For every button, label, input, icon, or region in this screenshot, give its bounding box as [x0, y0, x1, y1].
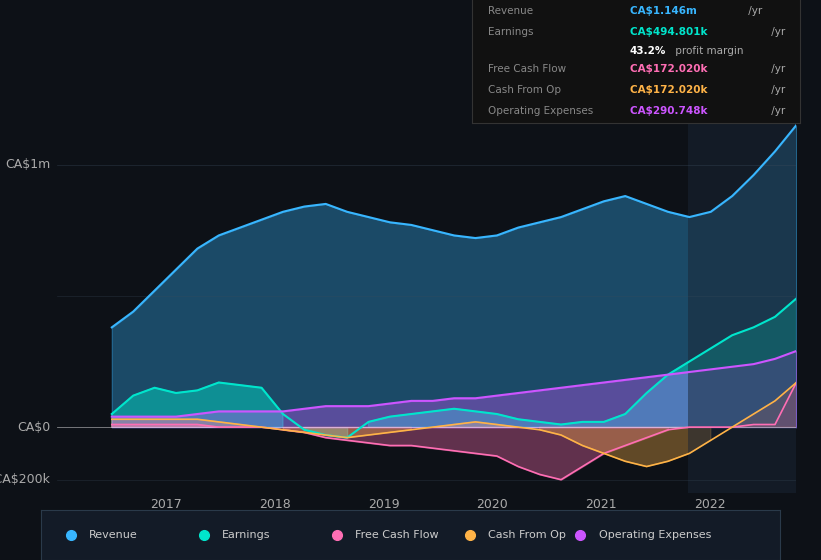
Text: 43.2%: 43.2% [630, 45, 666, 55]
Text: Revenue: Revenue [488, 6, 534, 16]
Text: Free Cash Flow: Free Cash Flow [355, 530, 438, 540]
Text: CA$172.020k: CA$172.020k [630, 85, 711, 95]
Text: Operating Expenses: Operating Expenses [599, 530, 711, 540]
Text: CA$494.801k: CA$494.801k [630, 27, 711, 38]
Text: Revenue: Revenue [89, 530, 138, 540]
Text: /yr: /yr [768, 106, 785, 116]
Text: Earnings: Earnings [222, 530, 271, 540]
Text: Cash From Op: Cash From Op [488, 530, 566, 540]
Text: /yr: /yr [768, 85, 785, 95]
Text: -CA$200k: -CA$200k [0, 473, 50, 486]
Text: /yr: /yr [745, 6, 762, 16]
Text: Earnings: Earnings [488, 27, 534, 38]
Text: Cash From Op: Cash From Op [488, 85, 562, 95]
Text: profit margin: profit margin [672, 45, 744, 55]
Text: CA$0: CA$0 [17, 421, 50, 433]
Bar [688, 112, 796, 493]
Text: CA$1m: CA$1m [5, 158, 50, 171]
Text: CA$172.020k: CA$172.020k [630, 64, 711, 74]
Text: CA$1.146m: CA$1.146m [630, 6, 700, 16]
Text: /yr: /yr [768, 64, 785, 74]
Text: Free Cash Flow: Free Cash Flow [488, 64, 566, 74]
Text: CA$290.748k: CA$290.748k [630, 106, 711, 116]
Text: Operating Expenses: Operating Expenses [488, 106, 594, 116]
Text: /yr: /yr [768, 27, 785, 38]
